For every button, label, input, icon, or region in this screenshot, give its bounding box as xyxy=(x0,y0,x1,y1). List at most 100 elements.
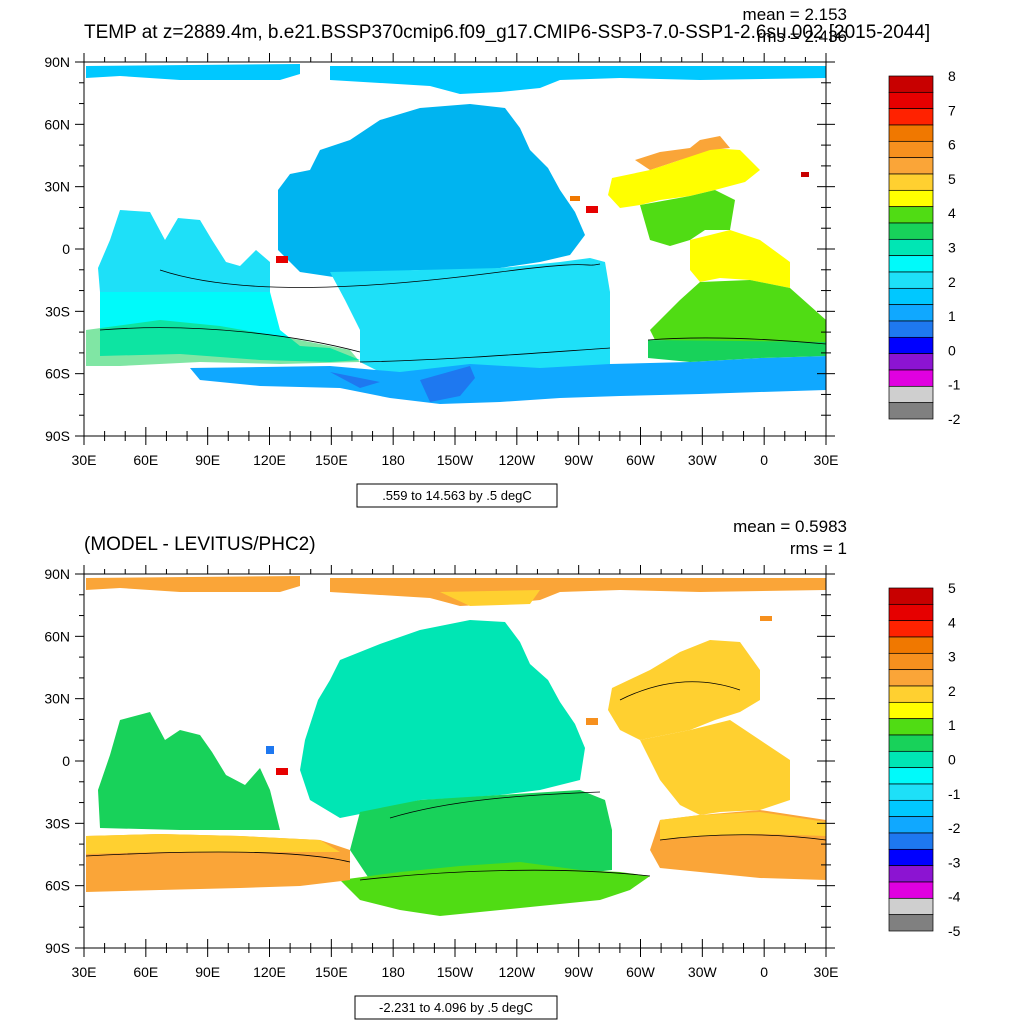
colorbar-swatch xyxy=(888,206,934,224)
ocean-indian-b xyxy=(98,712,280,830)
contour-top-2 xyxy=(99,327,361,353)
x-tick-label: 120W xyxy=(499,964,536,980)
ocean-arctic-warm-b xyxy=(440,590,540,606)
contour-info-bottom: -2.231 to 4.096 by .5 degC xyxy=(379,1000,533,1015)
x-tick-label: 150W xyxy=(437,452,474,468)
colorbar-label: -2 xyxy=(948,820,961,836)
y-tick-label: 90S xyxy=(45,428,70,444)
x-tick-label: 90W xyxy=(564,452,594,468)
contour-bottom-4 xyxy=(619,681,741,701)
ocean-south-atlantic-band xyxy=(648,340,826,362)
patch-blue-b xyxy=(266,746,274,754)
colorbar-swatch xyxy=(888,881,934,899)
x-tick-label: 180 xyxy=(381,964,405,980)
axis-ticks-top xyxy=(75,53,835,445)
colorbar-swatch xyxy=(888,353,934,371)
colorbar-label: 8 xyxy=(948,68,956,84)
colorbar-swatch xyxy=(888,832,934,850)
colorbar-swatch xyxy=(888,91,934,110)
y-tick-label: 60N xyxy=(44,116,70,132)
colorbar-swatch xyxy=(888,287,934,306)
panel-top-title: TEMP at z=2889.4m, b.e21.BSSP370cmip6.f0… xyxy=(84,22,930,43)
colorbar-swatch xyxy=(888,750,934,769)
contour-info-box-bottom xyxy=(354,995,558,1020)
colorbar-label: -3 xyxy=(948,854,961,870)
panel-top: TEMP at z=2889.4m, b.e21.BSSP370cmip6.f0… xyxy=(44,5,961,508)
x-tick-label: 0 xyxy=(760,452,768,468)
colorbar-swatch xyxy=(888,173,934,191)
ocean-arctic xyxy=(330,66,826,94)
colorbar-label: 2 xyxy=(948,274,956,290)
ocean-south-atlantic-band-b xyxy=(660,812,826,840)
colorbar-label: 1 xyxy=(948,717,956,733)
y-tick-label: 90S xyxy=(45,940,70,956)
ocean-south-pacific xyxy=(330,258,610,378)
colorbar-swatch xyxy=(888,897,934,916)
contour-bottom-2 xyxy=(359,869,651,881)
panel-bottom: (MODEL - LEVITUS/PHC2) mean = 0.5983 rms… xyxy=(44,517,961,1020)
contour-top-4 xyxy=(647,337,827,345)
ocean-north-pacific-b xyxy=(300,620,585,818)
colorbar-label: 0 xyxy=(948,342,956,358)
ocean-arctic-west-b xyxy=(86,576,300,592)
x-tick-label: 120E xyxy=(253,452,286,468)
y-tick-label: 30N xyxy=(44,691,70,707)
panel-bottom-mean: mean = 0.5983 xyxy=(733,517,847,536)
colorbar-swatch xyxy=(888,603,934,622)
colorbar-swatch xyxy=(888,865,934,883)
colorbar-label: -5 xyxy=(948,923,961,939)
map-bottom xyxy=(85,576,827,916)
panel-bottom-rms: rms = 1 xyxy=(790,539,847,558)
colorbar-swatch xyxy=(888,816,934,834)
patch-red-b xyxy=(276,768,288,775)
colorbar-label: 0 xyxy=(948,752,956,768)
ocean-tropical-atlantic xyxy=(640,190,735,246)
ocean-north-pacific xyxy=(278,104,585,278)
y-tick-label: 60N xyxy=(44,628,70,644)
contour-bottom-1 xyxy=(389,791,601,819)
ocean-south-atlantic-warm xyxy=(690,230,790,288)
colorbar-swatch xyxy=(888,124,934,142)
axis-ticks-bottom xyxy=(75,565,835,957)
x-tick-label: 180 xyxy=(381,452,405,468)
ocean-southern-dark xyxy=(330,372,380,388)
contour-info-box-top xyxy=(356,483,558,508)
panel-top-rms: rms = 2.436 xyxy=(757,27,847,46)
colorbar-label: 2 xyxy=(948,683,956,699)
x-tick-label: 60E xyxy=(133,452,158,468)
patch-orange-1 xyxy=(570,196,580,201)
x-tick-label: 60W xyxy=(626,452,656,468)
contour-bottom-3 xyxy=(85,851,351,863)
ocean-indian-north xyxy=(98,210,270,292)
patch-orange-b2 xyxy=(760,616,772,621)
x-tick-label: 120W xyxy=(499,452,536,468)
x-tick-label: 90W xyxy=(564,964,594,980)
y-tick-label: 90N xyxy=(44,566,70,582)
x-tick-label: 30E xyxy=(814,964,839,980)
colorbar-label: 4 xyxy=(948,205,956,221)
y-tick-label: 0 xyxy=(62,241,70,257)
colorbar-swatch xyxy=(888,718,934,736)
patch-red-1 xyxy=(586,206,598,213)
colorbar-label: -1 xyxy=(948,786,961,802)
ocean-southern-ring xyxy=(190,356,826,404)
patch-red-2 xyxy=(276,256,288,263)
colorbar-swatch xyxy=(888,140,934,159)
ocean-arctic-b xyxy=(330,578,826,606)
ocean-ross-sea xyxy=(420,366,475,402)
colorbar-label: -2 xyxy=(948,411,961,427)
colorbar-swatch xyxy=(888,108,934,126)
colorbar-swatch xyxy=(888,669,934,687)
colorbar-label: 5 xyxy=(948,580,956,596)
y-tick-label: 0 xyxy=(62,753,70,769)
colorbar-swatch xyxy=(888,636,934,654)
y-tick-labels-bottom: 90N 60N 30N 0 30S 60S 90S xyxy=(44,566,70,956)
x-tick-label: 30E xyxy=(72,452,97,468)
x-tick-label: 150W xyxy=(437,964,474,980)
colorbar-swatch xyxy=(888,767,934,785)
colorbar-label: -4 xyxy=(948,889,961,905)
contour-top-1 xyxy=(159,263,601,288)
colorbar-swatch xyxy=(888,652,934,671)
colorbar-swatch xyxy=(888,304,934,322)
